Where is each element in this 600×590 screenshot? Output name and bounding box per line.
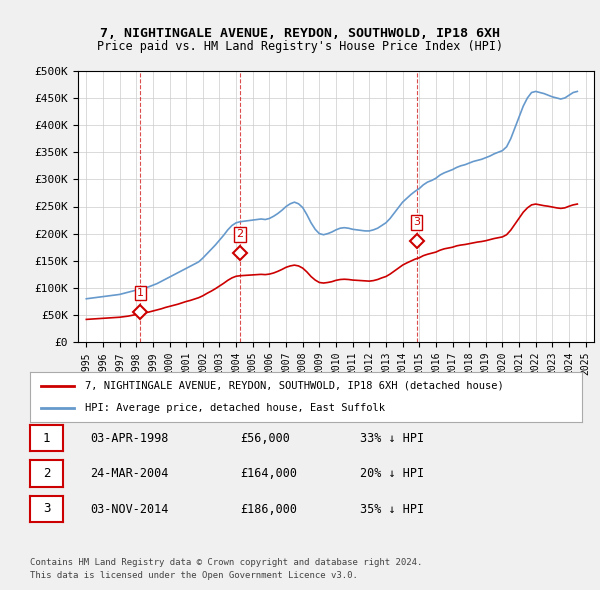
Text: 7, NIGHTINGALE AVENUE, REYDON, SOUTHWOLD, IP18 6XH: 7, NIGHTINGALE AVENUE, REYDON, SOUTHWOLD… [100,27,500,40]
Text: £164,000: £164,000 [240,467,297,480]
Text: HPI: Average price, detached house, East Suffolk: HPI: Average price, detached house, East… [85,403,385,413]
Text: 1: 1 [137,288,144,298]
Text: 03-APR-1998: 03-APR-1998 [90,432,169,445]
Text: 33% ↓ HPI: 33% ↓ HPI [360,432,424,445]
Text: 03-NOV-2014: 03-NOV-2014 [90,503,169,516]
Text: £186,000: £186,000 [240,503,297,516]
Text: 7, NIGHTINGALE AVENUE, REYDON, SOUTHWOLD, IP18 6XH (detached house): 7, NIGHTINGALE AVENUE, REYDON, SOUTHWOLD… [85,381,504,391]
Text: Contains HM Land Registry data © Crown copyright and database right 2024.: Contains HM Land Registry data © Crown c… [30,558,422,566]
Text: 20% ↓ HPI: 20% ↓ HPI [360,467,424,480]
Text: 1: 1 [43,431,50,445]
Text: 3: 3 [43,502,50,516]
Text: 2: 2 [43,467,50,480]
Text: 3: 3 [413,217,420,227]
Text: 2: 2 [236,230,244,240]
Text: Price paid vs. HM Land Registry's House Price Index (HPI): Price paid vs. HM Land Registry's House … [97,40,503,53]
Text: 35% ↓ HPI: 35% ↓ HPI [360,503,424,516]
Text: 24-MAR-2004: 24-MAR-2004 [90,467,169,480]
Text: £56,000: £56,000 [240,432,290,445]
Text: This data is licensed under the Open Government Licence v3.0.: This data is licensed under the Open Gov… [30,571,358,579]
